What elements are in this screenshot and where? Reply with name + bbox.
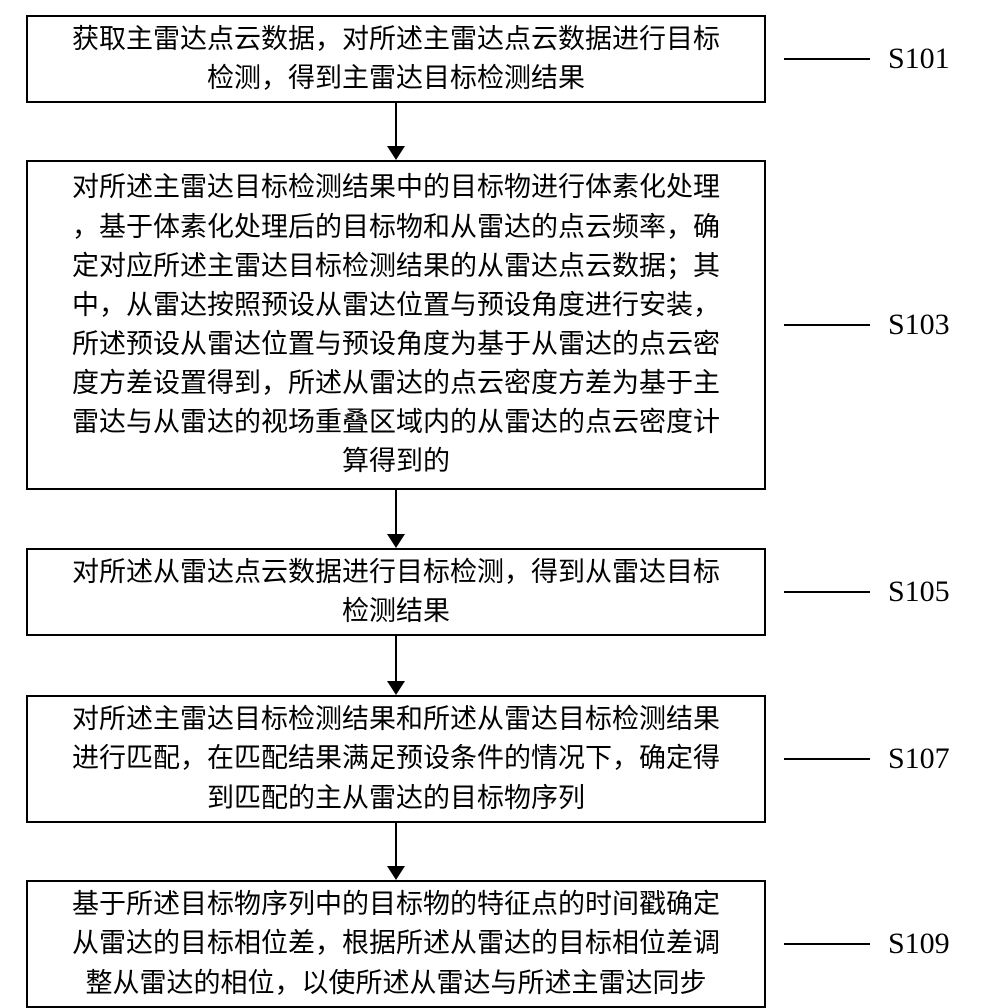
flow-text-s109: 基于所述目标物序列中的目标物的特征点的时间戳确定 从雷达的目标相位差，根据所述从… — [72, 885, 720, 1002]
arrow-shaft — [395, 823, 397, 866]
arrow-s103-s105 — [387, 490, 405, 548]
arrow-shaft — [395, 490, 397, 534]
flow-step-s107: 对所述主雷达目标检测结果和所述从雷达目标检测结果 进行匹配，在匹配结果满足预设条… — [26, 695, 950, 823]
connector-line — [784, 324, 870, 326]
step-label-s109: S109 — [888, 927, 950, 961]
flow-box-s105: 对所述从雷达点云数据进行目标检测，得到从雷达目标 检测结果 — [26, 548, 766, 636]
flow-step-s109: 基于所述目标物序列中的目标物的特征点的时间戳确定 从雷达的目标相位差，根据所述从… — [26, 880, 950, 1008]
flowchart-container: 获取主雷达点云数据，对所述主雷达点云数据进行目标 检测，得到主雷达目标检测结果 … — [0, 0, 993, 1000]
flow-box-s101: 获取主雷达点云数据，对所述主雷达点云数据进行目标 检测，得到主雷达目标检测结果 — [26, 15, 766, 103]
arrow-head-icon — [387, 681, 405, 695]
flow-text-s101: 获取主雷达点云数据，对所述主雷达点云数据进行目标 检测，得到主雷达目标检测结果 — [72, 20, 720, 98]
step-label-s105: S105 — [888, 575, 950, 609]
arrow-shaft — [395, 103, 397, 146]
connector-s103 — [784, 324, 870, 326]
connector-line — [784, 591, 870, 593]
flow-text-s107: 对所述主雷达目标检测结果和所述从雷达目标检测结果 进行匹配，在匹配结果满足预设条… — [72, 700, 720, 817]
flow-text-s105: 对所述从雷达点云数据进行目标检测，得到从雷达目标 检测结果 — [72, 553, 720, 631]
flow-step-s101: 获取主雷达点云数据，对所述主雷达点云数据进行目标 检测，得到主雷达目标检测结果 … — [26, 15, 950, 103]
connector-s105 — [784, 591, 870, 593]
connector-s109 — [784, 943, 870, 945]
connector-line — [784, 943, 870, 945]
arrow-s101-s103 — [387, 103, 405, 160]
connector-s107 — [784, 758, 870, 760]
flow-box-s103: 对所述主雷达目标检测结果中的目标物进行体素化处理 ，基于体素化处理后的目标物和从… — [26, 160, 766, 490]
arrow-head-icon — [387, 866, 405, 880]
arrow-s107-s109 — [387, 823, 405, 880]
flow-text-s103: 对所述主雷达目标检测结果中的目标物进行体素化处理 ，基于体素化处理后的目标物和从… — [72, 168, 720, 481]
arrow-head-icon — [387, 534, 405, 548]
step-label-s107: S107 — [888, 742, 950, 776]
flow-step-s103: 对所述主雷达目标检测结果中的目标物进行体素化处理 ，基于体素化处理后的目标物和从… — [26, 160, 950, 490]
arrow-s105-s107 — [387, 636, 405, 695]
connector-line — [784, 758, 870, 760]
arrow-head-icon — [387, 146, 405, 160]
connector-line — [784, 58, 870, 60]
connector-s101 — [784, 58, 870, 60]
step-label-s103: S103 — [888, 308, 950, 342]
arrow-shaft — [395, 636, 397, 681]
flow-step-s105: 对所述从雷达点云数据进行目标检测，得到从雷达目标 检测结果 S105 — [26, 548, 950, 636]
step-label-s101: S101 — [888, 42, 950, 76]
flow-box-s107: 对所述主雷达目标检测结果和所述从雷达目标检测结果 进行匹配，在匹配结果满足预设条… — [26, 695, 766, 823]
flow-box-s109: 基于所述目标物序列中的目标物的特征点的时间戳确定 从雷达的目标相位差，根据所述从… — [26, 880, 766, 1008]
